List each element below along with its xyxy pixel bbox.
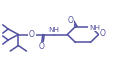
Text: O: O (38, 42, 44, 51)
Text: O: O (68, 16, 74, 25)
Text: NH: NH (89, 25, 100, 31)
Text: O: O (99, 29, 105, 38)
Text: NH: NH (48, 27, 59, 33)
Text: O: O (29, 30, 35, 39)
